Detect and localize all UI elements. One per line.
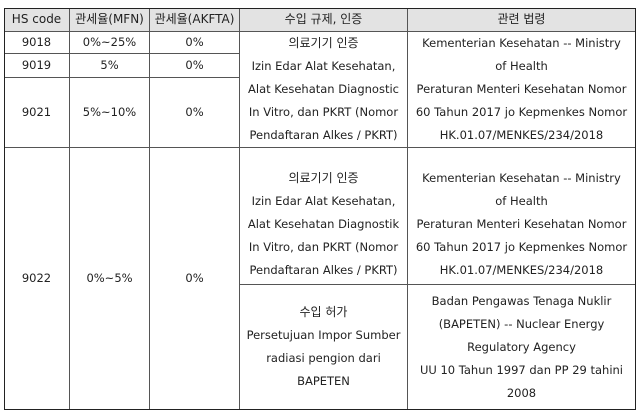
cell-akfta: 0% (150, 54, 240, 78)
cell-text-line: In Vitro, dan PKRT (Nomor (248, 105, 399, 119)
header-akfta-rate: 관세율(AKFTA) (150, 8, 240, 32)
cell-hs: 9019 (4, 54, 70, 78)
cell-text-line: 의료기기 인증 (288, 36, 359, 50)
cell-text-line: 관련 법령 (497, 12, 546, 26)
cell-text-line: 수입 허가 (299, 305, 348, 319)
cell-hs: 9021 (4, 78, 70, 148)
cell-text-line: 60 Tahun 2017 jo Kepmenkes Nomor (415, 240, 628, 254)
cell-akfta: 0% (150, 32, 240, 54)
header-import-regulation: 수입 규제, 인증 (240, 8, 408, 32)
cell-text-line: 0%~25% (82, 35, 137, 49)
cell-text-line: Pendaftaran Alkes / PKRT) (249, 128, 398, 142)
cell-text-line: 5% (100, 58, 119, 72)
cell-text-line: Peraturan Menteri Kesehatan Nomor (416, 217, 627, 231)
cell-text-line: 5%~10% (82, 105, 137, 119)
cell-text-line: of Health (495, 194, 548, 208)
cell-text-line: (BAPETEN) -- Nuclear Energy (438, 316, 605, 331)
cell-akfta: 0% (150, 78, 240, 148)
cell-mfn: 0%~25% (70, 32, 150, 54)
cell-text-line: BAPETEN (297, 374, 350, 388)
cell-text-line: Pendaftaran Alkes / PKRT) (249, 263, 398, 277)
header-related-law: 관련 법령 (408, 8, 636, 32)
cell-text-line: Kementerian Kesehatan -- Ministry (422, 36, 621, 50)
cell-text-line: 0% (185, 271, 204, 285)
cell-mfn: 0%~5% (70, 148, 150, 410)
cell-text-line: of Health (495, 59, 548, 73)
cell-akfta: 0% (150, 148, 240, 410)
cell-import-regulation: 수입 허가 Persetujuan Impor Sumber radiasi pen… (240, 285, 408, 410)
cell-text-line: 수입 규제, 인증 (284, 12, 363, 26)
cell-text-line: 0% (185, 105, 204, 119)
cell-related-law: Badan Pengawas Tenaga Nuklir (BAPETEN) --… (408, 285, 636, 410)
cell-text-line: radiasi pengion dari (266, 351, 381, 365)
cell-text-line: 0% (185, 35, 204, 49)
cell-text-line: Kementerian Kesehatan -- Ministry (422, 171, 621, 185)
cell-text-line: Regulatory Agency (467, 339, 576, 354)
cell-text-line: Alat Kesehatan Diagnostik (247, 217, 400, 231)
cell-mfn: 5% (70, 54, 150, 78)
cell-text-line: 의료기기 인증 (288, 171, 359, 185)
cell-import-regulation: 의료기기 인증 Izin Edar Alat Kesehatan, Alat Kes… (240, 32, 408, 148)
cell-text-line: Badan Pengawas Tenaga Nuklir (431, 293, 612, 308)
cell-text-line: Izin Edar Alat Kesehatan, (251, 59, 396, 73)
cell-related-law: Kementerian Kesehatan -- Ministry of Heal… (408, 148, 636, 285)
cell-related-law: Kementerian Kesehatan -- Ministry of Heal… (408, 32, 636, 148)
cell-text-line: 관세율(MFN) (75, 12, 144, 26)
cell-text-line: 9022 (21, 271, 52, 285)
cell-text-line: UU 10 Tahun 1997 dan PP 29 tahini (419, 362, 624, 377)
cell-hs: 9022 (4, 148, 70, 410)
cell-text-line: Alat Kesehatan Diagnostic (248, 82, 399, 96)
cell-text-line: 관세율(AKFTA) (154, 12, 235, 26)
cell-text-line: In Vitro, dan PKRT (Nomor (248, 240, 399, 254)
cell-text-line: HK.01.07/MENKES/234/2018 (439, 263, 604, 277)
cell-text-line: 60 Tahun 2017 jo Kepmenkes Nomor (415, 105, 628, 119)
cell-text-line: 0%~5% (86, 271, 133, 285)
cell-text-line: 9019 (21, 58, 52, 72)
cell-text-line: HK.01.07/MENKES/234/2018 (439, 128, 604, 142)
cell-text-line: Peraturan Menteri Kesehatan Nomor (416, 82, 627, 96)
cell-text-line: 9018 (21, 35, 52, 49)
cell-text-line: 0% (185, 58, 204, 72)
header-hs-code: HS code (4, 8, 70, 32)
cell-text-line: 9021 (21, 105, 52, 119)
cell-import-regulation: 의료기기 인증 Izin Edar Alat Kesehatan, Alat Kes… (240, 148, 408, 285)
header-mfn-rate: 관세율(MFN) (70, 8, 150, 32)
cell-text-line: Izin Edar Alat Kesehatan, (251, 194, 396, 208)
cell-hs: 9018 (4, 32, 70, 54)
cell-mfn: 5%~10% (70, 78, 150, 148)
cell-text-line: 2008 (506, 385, 537, 400)
cell-text-line: Persetujuan Impor Sumber (246, 328, 401, 342)
cell-text-line: HS code (11, 12, 62, 26)
